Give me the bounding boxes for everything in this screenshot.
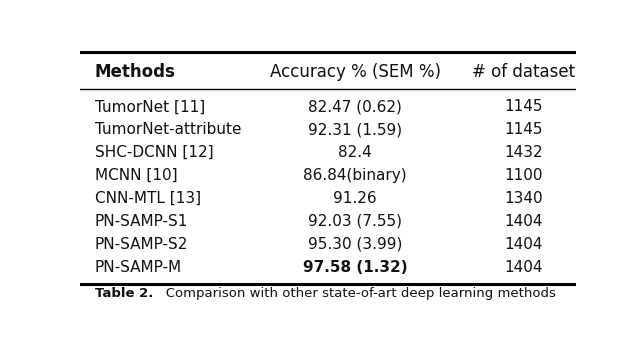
Text: 92.03 (7.55): 92.03 (7.55) [308, 214, 403, 229]
Text: TumorNet-attribute: TumorNet-attribute [95, 122, 241, 137]
Text: 95.30 (3.99): 95.30 (3.99) [308, 237, 403, 252]
Text: SHC-DCNN [12]: SHC-DCNN [12] [95, 145, 214, 160]
Text: MCNN [10]: MCNN [10] [95, 168, 177, 183]
Text: 86.84(binary): 86.84(binary) [303, 168, 407, 183]
Text: Table 2.: Table 2. [95, 287, 153, 299]
Text: PN-SAMP-S1: PN-SAMP-S1 [95, 214, 188, 229]
Text: Accuracy % (SEM %): Accuracy % (SEM %) [270, 63, 441, 81]
Text: 1340: 1340 [504, 191, 543, 206]
Text: 1404: 1404 [505, 214, 543, 229]
Text: 1432: 1432 [504, 145, 543, 160]
Text: Comparison with other state-of-art deep learning methods: Comparison with other state-of-art deep … [153, 287, 556, 299]
Text: CNN-MTL [13]: CNN-MTL [13] [95, 191, 201, 206]
Text: 82.47 (0.62): 82.47 (0.62) [308, 99, 402, 115]
Text: 82.4: 82.4 [339, 145, 372, 160]
Text: 92.31 (1.59): 92.31 (1.59) [308, 122, 403, 137]
Text: PN-SAMP-S2: PN-SAMP-S2 [95, 237, 188, 252]
Text: 97.58 (1.32): 97.58 (1.32) [303, 260, 408, 275]
Text: PN-SAMP-M: PN-SAMP-M [95, 260, 182, 275]
Text: 1100: 1100 [505, 168, 543, 183]
Text: 1145: 1145 [505, 122, 543, 137]
Text: 1404: 1404 [505, 260, 543, 275]
Text: Methods: Methods [95, 63, 176, 81]
Text: TumorNet [11]: TumorNet [11] [95, 99, 205, 115]
Text: 1404: 1404 [505, 237, 543, 252]
Text: # of dataset: # of dataset [472, 63, 575, 81]
Text: 1145: 1145 [505, 99, 543, 115]
Text: 91.26: 91.26 [333, 191, 377, 206]
